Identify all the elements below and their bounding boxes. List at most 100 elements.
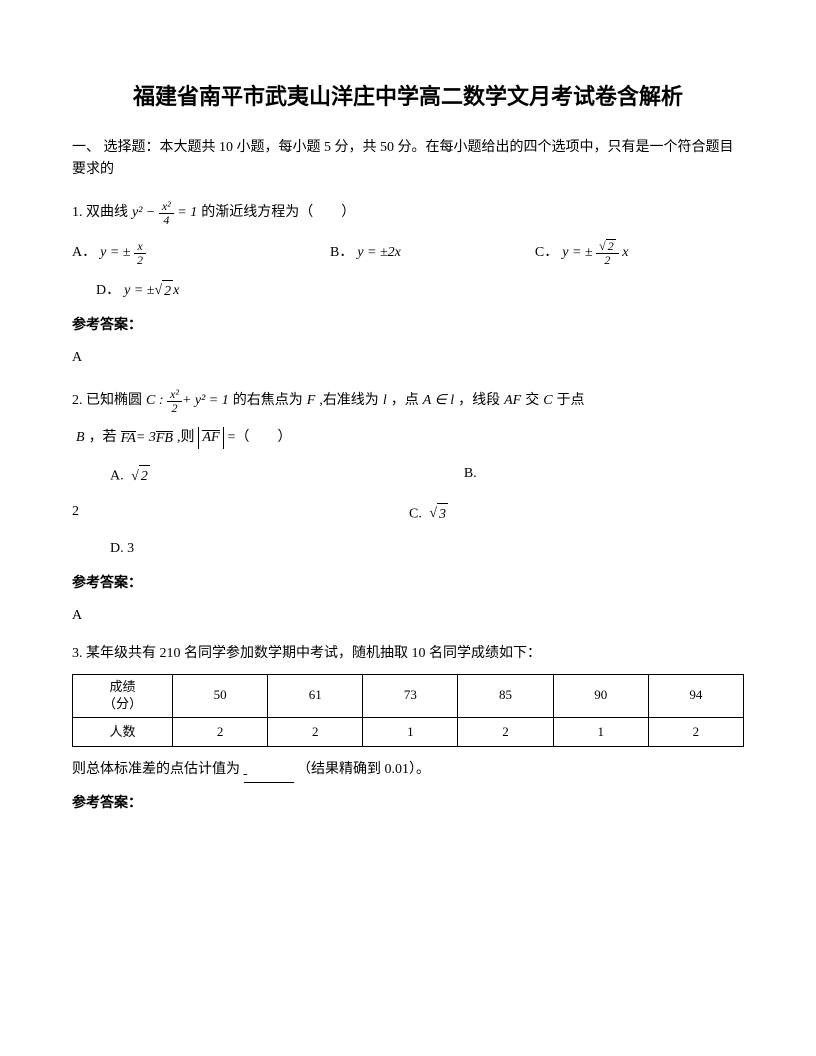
q2-stem-line2: B ，若 FA = 3 FB ,则 AF =（ ） (72, 425, 744, 451)
q2-options: A. 2 B. 2 C. 3 D. 3 (72, 463, 744, 560)
q1-answer: A (72, 347, 744, 369)
document-title: 福建省南平市武夷山洋庄中学高二数学文月考试卷含解析 (72, 80, 744, 113)
q1-optC-label: C． (535, 242, 558, 264)
q2-optA-sqrt: 2 (139, 465, 150, 488)
table-header-count: 人数 (73, 717, 173, 747)
q2-FA-bar: FA (121, 431, 136, 446)
section-header: 一、 选择题：本大题共 10 小题，每小题 5 分，共 50 分。在每小题给出的… (72, 137, 744, 182)
q1-optA-math: y = ± x2 (96, 238, 150, 269)
q2-FB-bar: FB (156, 431, 173, 446)
q1-optD-math: y = ±2x (120, 278, 183, 305)
q2-optA-label: A. (110, 469, 124, 484)
q1-prefix: 1. 双曲线 (72, 202, 128, 224)
q3-blank (244, 759, 294, 782)
q1-option-c: C． y = ± 22 x (535, 237, 633, 269)
question-3: 3. 某年级共有 210 名同学参加数学期中考试，随机抽取 10 名同学成绩如下… (72, 643, 744, 815)
table-cell: 2 (648, 717, 743, 747)
q2-options-row3: D. 3 (72, 538, 744, 560)
table-cell: 2 (268, 717, 363, 747)
q3-data-table: 成绩 （分） 50 61 73 85 90 94 人数 2 2 1 2 1 2 (72, 674, 744, 748)
q2-ellipse-eq: C : x²2 + y² = 1 (142, 386, 233, 417)
q1-optA-num: x (134, 240, 145, 254)
q1-eq-den: 4 (160, 214, 172, 227)
q2-text7: ，若 (89, 427, 117, 449)
q2-option-b: B. (464, 463, 477, 490)
q1-eq-num: x² (159, 200, 174, 214)
q1-optC-den: 2 (601, 254, 613, 267)
q2-AF: AF (500, 388, 525, 414)
q2-options-row1: A. 2 B. (72, 463, 744, 490)
q1-optD-sqrt: 2 (162, 280, 173, 303)
q1-optC-math: y = ± 22 x (558, 237, 632, 269)
q1-option-d: D． y = ±2x (96, 278, 744, 305)
q2-text6: 于点 (557, 390, 585, 412)
table-cell: 94 (648, 674, 743, 717)
q1-equation: y² − x²4 = 1 (128, 198, 201, 229)
q2-C: C (539, 388, 556, 414)
table-cell: 2 (173, 717, 268, 747)
q3-text2-post: （结果精确到 0.01）。 (297, 762, 430, 777)
q2-answer-label: 参考答案： (72, 573, 744, 595)
score-label-line1: 成绩 (109, 679, 135, 694)
q2-option-a: A. 2 (110, 463, 154, 490)
question-2: 2. 已知椭圆 C : x²2 + y² = 1 的右焦点为 F ,右准线为 l… (72, 386, 744, 628)
q1-optA-label: A． (72, 242, 96, 264)
table-cell: 1 (553, 717, 648, 747)
table-cell: 85 (458, 674, 553, 717)
q2-B: B (72, 425, 89, 451)
q2-text8: ,则 (177, 427, 195, 449)
table-cell: 1 (363, 717, 458, 747)
q1-optA-den: 2 (134, 254, 146, 267)
q3-text2-pre: 则总体标准差的点估计值为 (72, 762, 240, 777)
q2-c-label: C : (146, 390, 164, 412)
q2-A-in-l: A ∈ l (419, 388, 458, 414)
q2-optC-label: C. (409, 506, 422, 521)
q2-text5: 交 (525, 390, 539, 412)
table-row: 成绩 （分） 50 61 73 85 90 94 (73, 674, 744, 717)
q2-abs-AF: AF (194, 425, 227, 451)
q1-optB-math: y = ±2x (353, 240, 405, 266)
q3-answer-label: 参考答案： (72, 793, 744, 815)
q1-optC-sqrt: 2 (606, 239, 616, 253)
q1-stem: 1. 双曲线 y² − x²4 = 1 的渐近线方程为（ ） (72, 198, 744, 229)
table-cell: 2 (458, 717, 553, 747)
question-1: 1. 双曲线 y² − x²4 = 1 的渐近线方程为（ ） A． y = ± … (72, 198, 744, 370)
table-cell: 90 (553, 674, 648, 717)
q1-optD-label: D． (96, 280, 120, 302)
table-cell: 50 (173, 674, 268, 717)
q2-prefix: 2. 已知椭圆 (72, 390, 142, 412)
q2-l: l (379, 388, 391, 414)
q2-F: F (303, 388, 320, 414)
q2-eq-plus: + y² = 1 (182, 390, 229, 412)
score-label-line2: （分） (103, 696, 142, 711)
q3-text2: 则总体标准差的点估计值为 （结果精确到 0.01）。 (72, 759, 744, 782)
q2-row2-left: 2 (72, 501, 79, 528)
q2-text3: ，点 (391, 390, 419, 412)
q1-options-row1: A． y = ± x2 B． y = ±2x C． y = ± 22 x (72, 237, 744, 269)
q2-stem-line1: 2. 已知椭圆 C : x²2 + y² = 1 的右焦点为 F ,右准线为 l… (72, 386, 744, 417)
q2-eq3: = 3 (136, 427, 156, 449)
q2-option-d: D. 3 (110, 538, 134, 560)
q2-text9: =（ ） (228, 427, 292, 449)
q1-after-text: 的渐近线方程为（ ） (201, 202, 355, 224)
q2-eq-den: 2 (168, 402, 180, 415)
q2-options-row2: 2 C. 3 (72, 501, 744, 528)
q2-optC-sqrt: 3 (437, 503, 448, 526)
table-header-score: 成绩 （分） (73, 674, 173, 717)
q1-option-a: A． y = ± x2 (72, 238, 150, 269)
q1-answer-label: 参考答案： (72, 315, 744, 337)
table-cell: 61 (268, 674, 363, 717)
q1-option-b: B． y = ±2x (330, 240, 405, 266)
q3-stem: 3. 某年级共有 210 名同学参加数学期中考试，随机抽取 10 名同学成绩如下… (72, 643, 744, 665)
q2-text1: 的右焦点为 (233, 390, 303, 412)
q2-eq-num: x² (167, 388, 182, 402)
q2-vec-eq: FA = 3 FB (117, 425, 177, 451)
q1-optB-label: B． (330, 242, 353, 264)
q2-answer: A (72, 605, 744, 627)
table-row: 人数 2 2 1 2 1 2 (73, 717, 744, 747)
q2-text4: ，线段 (458, 390, 500, 412)
q2-option-c: C. 3 (409, 501, 452, 528)
q2-text2: ,右准线为 (319, 390, 379, 412)
table-cell: 73 (363, 674, 458, 717)
q2-AF2-bar: AF (202, 430, 219, 445)
